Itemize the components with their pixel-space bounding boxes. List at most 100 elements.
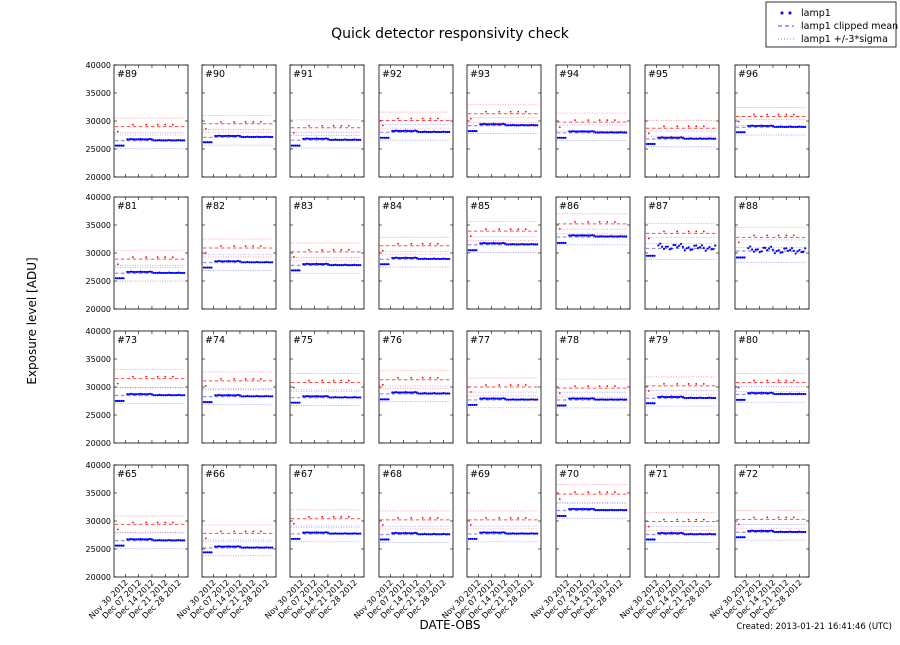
lamp1-point xyxy=(208,141,211,144)
red-point xyxy=(485,228,487,231)
red-point xyxy=(485,517,487,519)
lamp1-point xyxy=(145,393,148,396)
lamp1-point xyxy=(229,545,232,548)
lamp1-point xyxy=(248,395,251,398)
lamp1-point xyxy=(296,144,299,147)
lamp1-point xyxy=(436,533,439,536)
lamp1-point xyxy=(659,532,662,535)
lamp1-point xyxy=(617,398,620,401)
red-point xyxy=(410,376,413,379)
lamp1-point xyxy=(204,401,207,404)
lamp1-point xyxy=(800,392,803,396)
lamp1-point xyxy=(387,263,390,266)
red-point xyxy=(587,119,590,122)
panel-frame xyxy=(378,196,454,310)
lamp1-point xyxy=(482,241,486,245)
lamp1-point xyxy=(223,545,226,548)
lamp1-point xyxy=(229,260,232,263)
lamp1-point xyxy=(233,260,236,263)
red-point xyxy=(347,515,350,518)
red-point xyxy=(777,516,780,519)
lamp1-point xyxy=(668,395,671,399)
lamp1-point xyxy=(651,254,654,257)
lamp1-point xyxy=(379,136,382,139)
lamp1-point xyxy=(785,530,788,534)
red-point xyxy=(753,113,755,116)
lamp1-point xyxy=(122,277,125,280)
lamp1-point xyxy=(739,256,742,259)
red-point xyxy=(252,377,255,380)
lamp1-point xyxy=(238,394,242,397)
red-point xyxy=(524,517,527,519)
lamp1-point xyxy=(490,123,493,126)
red-point xyxy=(244,245,247,247)
red-point xyxy=(410,117,413,120)
lamp1-point xyxy=(752,250,756,253)
red-point xyxy=(381,383,384,386)
red-point xyxy=(524,228,527,231)
red-point xyxy=(220,120,222,123)
lamp1-point xyxy=(444,392,447,395)
lamp1-point xyxy=(425,392,428,395)
lamp1-point xyxy=(357,532,360,535)
lamp1-point xyxy=(747,247,750,250)
red-point xyxy=(606,221,609,223)
lamp1-point xyxy=(202,401,205,404)
panel-label: #92 xyxy=(382,69,402,80)
lamp1-point xyxy=(505,243,508,246)
lamp1-point xyxy=(689,137,692,140)
lamp1-point xyxy=(436,130,439,134)
lamp1-point xyxy=(336,396,339,399)
panel-frame xyxy=(734,64,810,178)
red-point xyxy=(613,491,616,494)
panel-91: #91 xyxy=(289,64,365,178)
lamp1-point xyxy=(150,393,154,396)
lamp1-point xyxy=(317,395,320,398)
lamp1-point xyxy=(479,123,482,126)
lamp1-point xyxy=(689,532,692,535)
lamp1-point xyxy=(764,246,767,249)
lamp1-point xyxy=(704,249,707,252)
red-point xyxy=(321,379,324,382)
lamp1-point xyxy=(442,532,445,535)
lamp1-point xyxy=(340,532,343,535)
lamp1-point xyxy=(670,136,673,139)
lamp1-point xyxy=(693,533,696,536)
lamp1-point xyxy=(484,397,488,400)
lamp1-point xyxy=(448,533,451,536)
lamp1-point xyxy=(590,507,594,510)
lamp1-point xyxy=(330,532,333,535)
y-tick-label: 30000 xyxy=(86,383,111,392)
lamp1-point xyxy=(415,256,419,260)
lamp1-point xyxy=(336,138,339,141)
red-point xyxy=(598,119,601,122)
lamp1-point xyxy=(202,141,205,144)
lamp1-point xyxy=(534,243,537,246)
lamp1-point xyxy=(467,249,470,252)
panel-frame xyxy=(289,464,365,578)
lamp1-point xyxy=(503,531,507,534)
lamp1-point xyxy=(775,392,778,396)
lamp1-point xyxy=(752,124,756,128)
red-point xyxy=(332,249,335,251)
lamp1-point xyxy=(587,234,590,237)
lamp1-point xyxy=(259,395,262,398)
lamp1-point xyxy=(739,131,742,134)
lamp1-point xyxy=(307,137,311,140)
lamp1-point xyxy=(265,260,268,264)
lamp1-point xyxy=(446,533,449,536)
lamp1-point xyxy=(674,243,677,247)
lamp1-point xyxy=(689,396,692,399)
lamp1-point xyxy=(427,392,430,395)
lamp1-point xyxy=(317,262,320,266)
lamp1-point xyxy=(210,266,213,269)
lamp1-point xyxy=(590,130,594,133)
lamp1-point xyxy=(473,403,476,407)
lamp1-point xyxy=(158,138,161,142)
lamp1-point xyxy=(507,243,510,246)
lamp1-point xyxy=(706,396,709,400)
red-point xyxy=(381,124,384,127)
lamp1-point xyxy=(571,507,575,510)
lamp1-point xyxy=(798,530,801,533)
